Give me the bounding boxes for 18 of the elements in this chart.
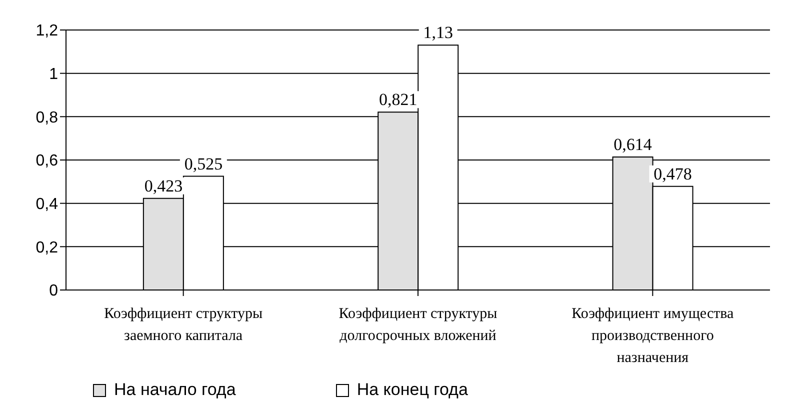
y-tick-label: 0 xyxy=(49,282,58,300)
y-tick-label: 1,2 xyxy=(36,22,58,40)
data-label: 0,423 xyxy=(144,176,183,196)
data-label: 1,13 xyxy=(423,23,453,42)
legend-label: На конец года xyxy=(356,380,468,400)
legend-label: На начало года xyxy=(114,380,236,400)
data-label: 0,478 xyxy=(654,164,692,184)
x-tick-label: Коэффициент структуры долгосрочных вложений xyxy=(338,306,498,344)
y-tick-label: 1 xyxy=(49,66,58,84)
y-tick-label: 0,2 xyxy=(36,239,58,256)
data-label: 0,821 xyxy=(378,90,418,110)
y-tick-label: 0,8 xyxy=(36,109,58,126)
x-tick-label: Коэффициент структуры заемного капитала xyxy=(104,306,263,344)
y-tick-label: 0,6 xyxy=(36,152,58,170)
data-label: 0,614 xyxy=(614,134,652,154)
data-label: 0,525 xyxy=(184,154,223,174)
x-tick-label: Коэффициент имущества производственного назначения xyxy=(572,306,734,366)
y-tick-label: 0,4 xyxy=(36,196,58,214)
